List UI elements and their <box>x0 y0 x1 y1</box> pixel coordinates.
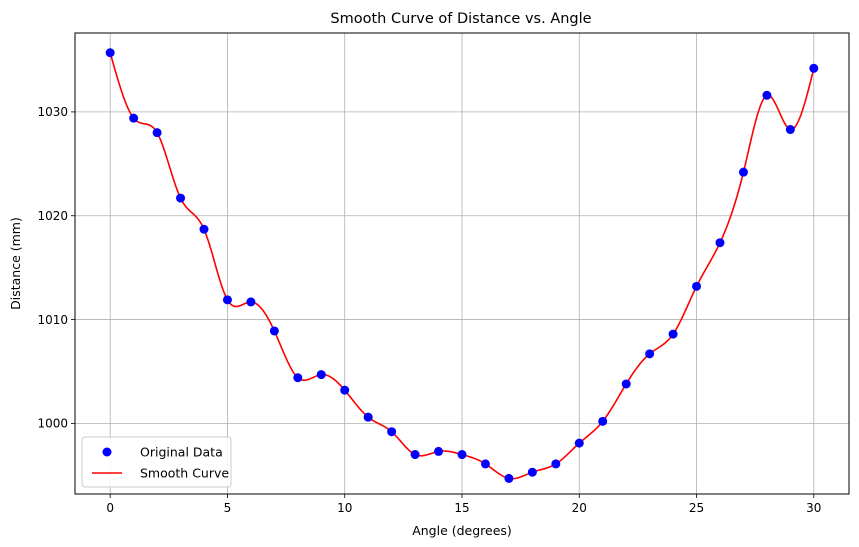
data-point-23 <box>645 349 655 359</box>
data-point-15 <box>457 450 467 460</box>
x-tick-label-25: 25 <box>689 501 704 515</box>
x-tick-label-5: 5 <box>224 501 232 515</box>
legend-box <box>81 436 232 488</box>
data-point-6 <box>246 297 256 307</box>
legend-label-smooth-curve: Smooth Curve <box>140 466 229 481</box>
data-point-12 <box>387 427 397 437</box>
data-point-2 <box>152 128 162 138</box>
data-point-11 <box>363 412 373 422</box>
data-point-7 <box>269 326 279 336</box>
y-tick-label-1030: 1030 <box>37 105 68 119</box>
legend-label-original-data: Original Data <box>140 445 223 460</box>
data-point-16 <box>480 459 490 469</box>
data-point-25 <box>692 281 702 291</box>
y-tick-label-1020: 1020 <box>37 209 68 223</box>
legend-marker-original-data <box>102 447 112 457</box>
data-point-21 <box>598 416 608 426</box>
x-tick-label-20: 20 <box>572 501 587 515</box>
data-point-18 <box>527 467 537 477</box>
data-point-10 <box>340 385 350 395</box>
data-point-26 <box>715 238 725 248</box>
data-point-4 <box>199 224 209 234</box>
legend: Original Data Smooth Curve <box>81 436 232 488</box>
x-tick-label-10: 10 <box>337 501 352 515</box>
x-tick-label-15: 15 <box>454 501 469 515</box>
data-point-3 <box>176 193 186 203</box>
data-point-29 <box>785 125 795 135</box>
y-axis-ticks: 1000 1010 1020 1030 <box>37 105 75 431</box>
data-point-22 <box>621 379 631 389</box>
data-point-8 <box>293 373 303 383</box>
data-point-27 <box>738 167 748 177</box>
data-point-1 <box>129 113 139 123</box>
data-point-24 <box>668 329 678 339</box>
data-point-28 <box>762 90 772 100</box>
y-tick-label-1000: 1000 <box>37 417 68 431</box>
x-axis-ticks: 0 5 10 15 20 25 30 <box>106 494 821 515</box>
grid <box>75 33 849 494</box>
data-point-19 <box>551 459 561 469</box>
y-tick-label-1010: 1010 <box>37 313 68 327</box>
chart-title: Smooth Curve of Distance vs. Angle <box>330 11 591 27</box>
data-point-17 <box>504 473 514 483</box>
x-tick-label-30: 30 <box>806 501 821 515</box>
x-axis-label: Angle (degrees) <box>412 523 512 538</box>
data-points-layer <box>105 48 819 483</box>
data-point-13 <box>410 450 420 460</box>
data-point-30 <box>809 63 819 73</box>
data-point-9 <box>316 370 326 380</box>
y-axis-label: Distance (mm) <box>8 217 23 310</box>
data-point-20 <box>574 438 584 448</box>
x-tick-label-0: 0 <box>106 501 114 515</box>
data-point-0 <box>105 48 115 58</box>
data-point-14 <box>434 446 444 456</box>
data-point-5 <box>222 295 232 305</box>
